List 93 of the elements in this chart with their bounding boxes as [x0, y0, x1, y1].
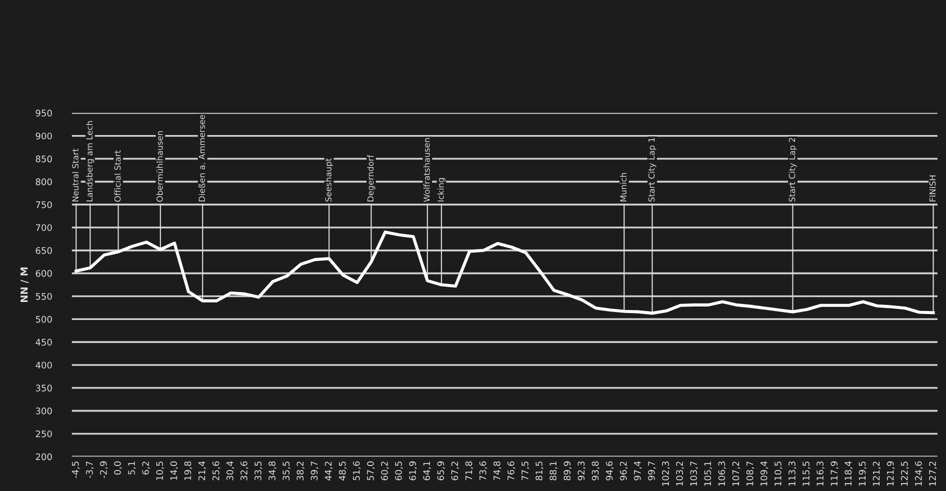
y-tick-label: 950 [36, 110, 52, 116]
x-tick-label: 65,9 [437, 461, 445, 480]
y-tick-label: 450 [36, 338, 52, 346]
y-tick-label: 350 [36, 384, 52, 392]
y-tick-label: 200 [36, 453, 52, 460]
x-tick-label: 38,2 [296, 462, 304, 480]
x-tick-label: 61,9 [409, 461, 417, 480]
x-tick-label: 33,5 [254, 462, 262, 480]
y-tick-label: 400 [36, 362, 52, 369]
x-tick-label: 97,4 [634, 461, 642, 480]
ref-line-label: Dießen a. Ammersee [198, 114, 205, 202]
y-tick-label: 600 [36, 270, 52, 277]
y-tick-label: 300 [36, 408, 52, 414]
y-tick-label: 900 [36, 132, 52, 140]
x-tick-label: 108,7 [746, 462, 754, 486]
ref-line-label: Start City Lap 1 [648, 138, 656, 202]
x-tick-label: 102,3 [662, 462, 670, 486]
x-tick-label: 113,3 [788, 462, 796, 486]
x-tick-label: 39,7 [310, 462, 319, 480]
ref-line-label: Start City Lap 2 [788, 138, 797, 202]
line-series [74, 230, 935, 315]
y-tick-label: 700 [36, 224, 52, 232]
x-tick-label: 30,4 [226, 461, 234, 480]
ref-line-label: Munich [620, 172, 627, 202]
x-tick-label: 89,9 [564, 461, 572, 480]
x-tick-label: 19,8 [184, 461, 192, 480]
y-axis-title: NN / M [20, 268, 29, 302]
x-tick-label: 60,5 [395, 462, 403, 480]
x-tick-label: 118,4 [844, 461, 852, 486]
ref-line-label: Neutral Start [72, 148, 79, 202]
x-tick-label: 110,5 [774, 462, 782, 486]
x-tick-label: 44,2 [324, 462, 333, 480]
x-tick-label: 60,2 [381, 462, 389, 480]
x-tick-label: 103,7 [690, 462, 698, 486]
ref-line-label: Wolfratshausen [423, 138, 430, 202]
x-tick-label: 81,5 [536, 462, 544, 480]
x-tick-label: 88,1 [550, 462, 558, 480]
x-tick-label: 67,2 [451, 462, 460, 480]
x-tick-label: 124,6 [915, 461, 923, 486]
x-tick-label: 35,5 [282, 462, 290, 480]
y-tick-label: 850 [36, 155, 52, 162]
x-tick-label: -3,7 [86, 462, 94, 478]
x-tick-label: 25,6 [212, 461, 220, 480]
x-tick-label: 93,8 [592, 461, 600, 480]
x-tick-label: 14,0 [170, 461, 178, 480]
x-tick-label: 106,3 [718, 462, 726, 486]
x-tick-label: -2,9 [100, 461, 108, 478]
y-tick-label: 550 [36, 292, 52, 300]
x-tick-label: 64,1 [423, 462, 431, 480]
x-tick-label: 105,1 [704, 462, 712, 486]
x-tick-label: 122,5 [900, 462, 909, 486]
x-tick-label: 57,0 [366, 461, 375, 480]
ref-line-label: Landsberg am Lech [86, 121, 94, 202]
x-tick-label: 48,5 [338, 462, 347, 480]
x-tick-label: -4,5 [72, 462, 80, 478]
x-tick-label: 73,6 [479, 461, 488, 480]
x-tick-label: 32,6 [240, 461, 248, 480]
x-tick-label: 92,3 [578, 462, 586, 480]
y-tick-label: 500 [36, 316, 52, 323]
ref-line-label: FINISH [929, 175, 936, 202]
x-tick-label: 77,5 [522, 462, 530, 480]
x-tick-label: 121,9 [886, 461, 895, 486]
x-tick-label: 5,1 [128, 462, 136, 474]
y-tick-label: 250 [36, 430, 52, 438]
x-tick-label: 116,3 [816, 462, 824, 486]
x-tick-label: 96,2 [620, 462, 628, 480]
x-tick-label: 115,5 [802, 462, 810, 486]
x-tick-label: 6,2 [142, 462, 150, 475]
x-tick-label: 51,6 [352, 461, 361, 480]
x-tick-label: 94,6 [606, 461, 614, 480]
x-tick-label: 107,2 [732, 462, 740, 486]
x-tick-label: 109,4 [760, 461, 768, 486]
ref-line-label: Seeshaupt [325, 158, 334, 202]
x-tick-label: 21,4 [198, 461, 206, 480]
x-tick-label: 74,8 [493, 461, 502, 480]
y-tick-label: 650 [36, 247, 52, 254]
ref-line-label: Obermühlhausen [156, 131, 163, 202]
x-tick-label: 0,0 [114, 461, 122, 475]
y-tick-label: 800 [36, 178, 52, 186]
x-tick-label: 127,2 [929, 462, 937, 486]
y-tick-label: 750 [36, 201, 52, 208]
x-tick-label: 10,5 [156, 462, 164, 480]
x-tick-label: 117,9 [830, 461, 838, 486]
x-tick-label: 99,7 [648, 462, 656, 480]
x-tick-label: 119,5 [858, 462, 867, 486]
ref-line-label: Icking [437, 178, 446, 202]
x-tick-label: 71,8 [465, 461, 474, 480]
ref-line-label: Official Start [114, 150, 121, 202]
x-tick-label: 76,6 [508, 461, 516, 480]
x-tick-label: 34,8 [268, 461, 276, 480]
x-tick-label: 121,2 [872, 462, 881, 486]
x-tick-label: 103,2 [676, 462, 684, 486]
ref-line-label: Degerndorf [367, 154, 376, 202]
